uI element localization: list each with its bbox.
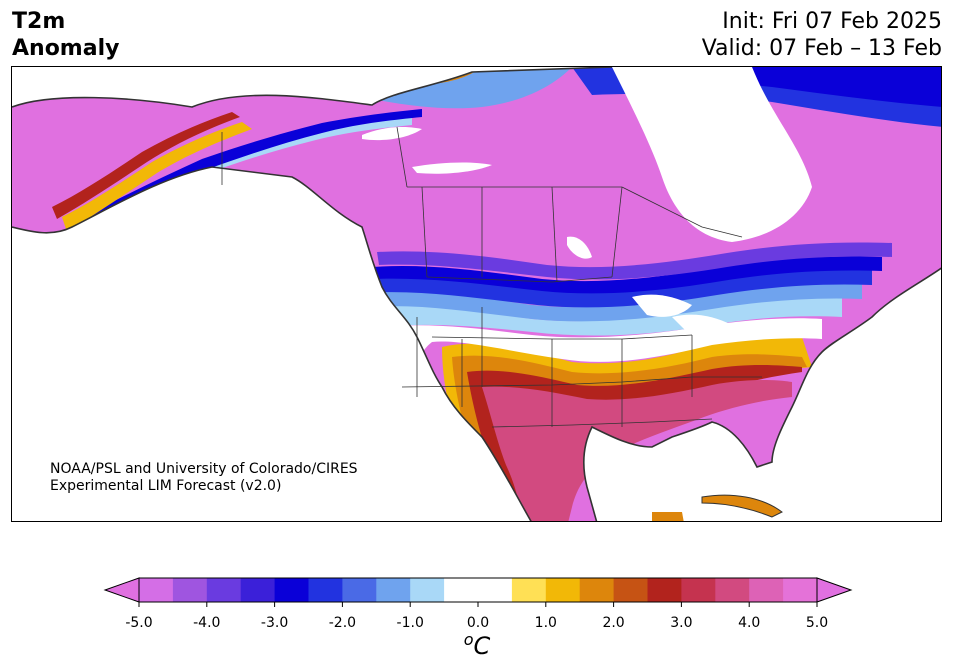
colorbar-segment	[376, 578, 411, 602]
great-lakes	[632, 294, 692, 317]
forecast-credit: NOAA/PSL and University of Colorado/CIRE…	[50, 461, 358, 495]
colorbar-segment	[511, 578, 547, 602]
great-bear-lake	[362, 127, 422, 141]
colorbar-tick-label: 0.0	[467, 615, 489, 631]
coastline	[12, 67, 941, 521]
colorbar-over-triangle	[816, 577, 853, 603]
colorbar-segment	[240, 578, 276, 602]
colorbar-segment	[410, 578, 445, 602]
colorbar-tick-label: 1.0	[535, 615, 557, 631]
colorbar-segment	[715, 578, 750, 602]
great-lakes-east	[672, 314, 732, 335]
anomaly-map: NOAA/PSL and University of Colorado/CIRE…	[11, 66, 942, 522]
colorbar-tick-label: 3.0	[670, 615, 692, 631]
colorbar-segment	[783, 578, 818, 602]
colorbar-segment	[545, 578, 581, 602]
colorbar-segment	[308, 578, 343, 602]
colorbar-segment	[613, 578, 648, 602]
unit-superscript: o	[463, 630, 474, 649]
colorbar-unit: oC	[0, 630, 954, 660]
yucatan	[652, 512, 684, 521]
credit-line2: Experimental LIM Forecast (v2.0)	[50, 478, 282, 494]
title-line2: Anomaly	[12, 36, 120, 61]
colorbar-tick-label: 4.0	[738, 615, 760, 631]
unit-symbol: C	[473, 632, 491, 660]
colorbar-tick-label: -5.0	[125, 615, 152, 631]
colorbar-segment	[444, 578, 479, 602]
cuba	[701, 494, 783, 518]
map-svg	[12, 67, 941, 521]
colorbar-tick-label: -4.0	[193, 615, 220, 631]
credit-line1: NOAA/PSL and University of Colorado/CIRE…	[50, 461, 358, 477]
colorbar-under-triangle	[103, 577, 140, 603]
colorbar-segment	[274, 578, 309, 602]
colorbar-ticks: -5.0 -4.0 -3.0 -2.0 -1.0 0.0 1.0 2.0 3.0 4.0 5.0	[125, 602, 828, 631]
colorbar-segment	[749, 578, 784, 602]
forecast-info: Init: Fri 07 Feb 2025 Valid: 07 Feb – 13…	[702, 8, 942, 62]
colorbar-segment	[579, 578, 615, 602]
map-title: T2m Anomaly	[12, 8, 119, 62]
init-date: Init: Fri 07 Feb 2025	[722, 9, 942, 34]
lake-winnipeg	[567, 236, 592, 259]
state-borders	[221, 126, 762, 428]
hudson-bay	[612, 67, 812, 242]
title-line1: T2m	[12, 9, 66, 34]
colorbar-segments	[103, 577, 853, 603]
colorbar: -5.0 -4.0 -3.0 -2.0 -1.0 0.0 1.0 2.0 3.0 4.0 5.0	[103, 577, 853, 631]
colorbar-segment	[206, 578, 242, 602]
colorbar-segment	[139, 578, 174, 602]
colorbar-tick-label: 5.0	[806, 615, 828, 631]
colorbar-segment	[172, 578, 208, 602]
colorbar-tick-label: -3.0	[261, 615, 288, 631]
colorbar-segment	[681, 578, 716, 602]
colorbar-tick-label: -1.0	[397, 615, 424, 631]
valid-dates: Valid: 07 Feb – 13 Feb	[701, 36, 942, 61]
colorbar-tick-label: -2.0	[329, 615, 356, 631]
colorbar-segment	[342, 578, 377, 602]
colorbar-segment	[647, 578, 682, 602]
great-slave-lake	[412, 162, 492, 174]
colorbar-tick-label: 2.0	[602, 615, 624, 631]
colorbar-segment	[478, 578, 513, 602]
